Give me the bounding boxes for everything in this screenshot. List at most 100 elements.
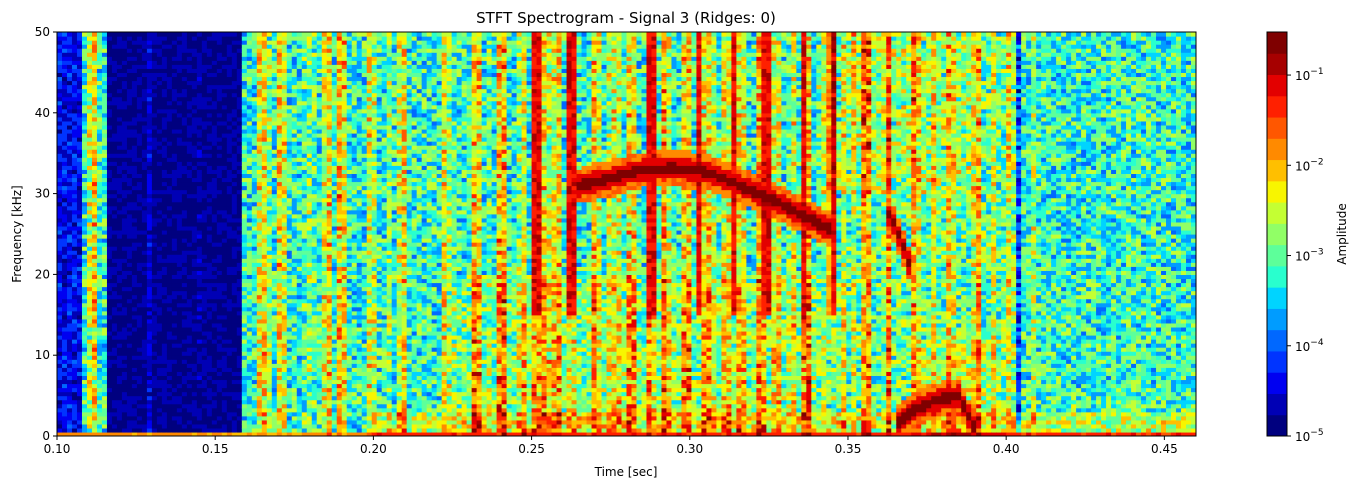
- heatmap-cell: [152, 238, 158, 243]
- heatmap-cell: [207, 416, 213, 421]
- heatmap-cell: [242, 141, 248, 146]
- heatmap-cell: [202, 250, 208, 255]
- heatmap-cell: [127, 355, 133, 360]
- heatmap-cell: [92, 186, 98, 191]
- heatmap-cell: [162, 295, 168, 300]
- heatmap-cell: [202, 125, 208, 130]
- heatmap-cell: [217, 335, 223, 340]
- heatmap-cell: [127, 319, 133, 324]
- heatmap-cell: [72, 214, 78, 219]
- heatmap-cell: [167, 56, 173, 61]
- heatmap-cell: [132, 101, 138, 106]
- heatmap-cell: [247, 117, 253, 122]
- heatmap-cell: [227, 40, 233, 45]
- heatmap-cell: [107, 270, 113, 275]
- heatmap-cell: [202, 210, 208, 215]
- heatmap-cell: [182, 173, 188, 178]
- heatmap-cell: [257, 169, 263, 174]
- heatmap-cell: [297, 137, 303, 142]
- heatmap-cell: [282, 242, 288, 247]
- heatmap-cell: [232, 190, 238, 195]
- heatmap-cell: [232, 113, 238, 118]
- heatmap-cell: [137, 198, 143, 203]
- heatmap-cell: [127, 202, 133, 207]
- heatmap-cell: [112, 153, 118, 158]
- heatmap-cell: [232, 416, 238, 421]
- heatmap-cell: [97, 246, 103, 251]
- heatmap-cell: [267, 48, 273, 53]
- heatmap-cell: [182, 186, 188, 191]
- heatmap-cell: [282, 363, 288, 368]
- heatmap-cell: [302, 198, 308, 203]
- heatmap-cell: [202, 40, 208, 45]
- heatmap-cell: [232, 254, 238, 259]
- heatmap-cell: [232, 214, 238, 219]
- heatmap-cell: [197, 186, 203, 191]
- heatmap-cell: [272, 149, 278, 154]
- heatmap-cell: [282, 97, 288, 102]
- heatmap-cell: [177, 291, 183, 296]
- heatmap-cell: [247, 396, 253, 401]
- heatmap-cell: [67, 307, 73, 312]
- heatmap-cell: [207, 388, 213, 393]
- heatmap-cell: [212, 157, 218, 162]
- heatmap-cell: [152, 392, 158, 397]
- heatmap-cell: [202, 141, 208, 146]
- heatmap-cell: [62, 210, 68, 215]
- heatmap-cell: [62, 157, 68, 162]
- heatmap-cell: [112, 400, 118, 405]
- heatmap-cell: [272, 89, 278, 94]
- heatmap-cell: [92, 210, 98, 215]
- heatmap-cell: [182, 153, 188, 158]
- heatmap-cell: [267, 270, 273, 275]
- heatmap-cell: [157, 363, 163, 368]
- heatmap-cell: [277, 359, 283, 364]
- heatmap-cell: [182, 347, 188, 352]
- heatmap-cell: [117, 331, 123, 336]
- heatmap-cell: [172, 117, 178, 122]
- heatmap-cell: [302, 85, 308, 90]
- heatmap-cell: [127, 44, 133, 49]
- heatmap-cell: [227, 222, 233, 227]
- heatmap-cell: [182, 371, 188, 376]
- heatmap-cell: [127, 428, 133, 433]
- heatmap-cell: [127, 347, 133, 352]
- heatmap-cell: [182, 291, 188, 296]
- heatmap-cell: [267, 327, 273, 332]
- heatmap-cell: [182, 222, 188, 227]
- heatmap-cell: [62, 262, 68, 267]
- heatmap-cell: [177, 311, 183, 316]
- heatmap-cell: [287, 97, 293, 102]
- heatmap-cell: [122, 299, 128, 304]
- heatmap-cell: [297, 113, 303, 118]
- heatmap-cell: [282, 375, 288, 380]
- heatmap-cell: [197, 125, 203, 130]
- heatmap-cell: [237, 76, 243, 81]
- heatmap-cell: [272, 355, 278, 360]
- heatmap-cell: [187, 323, 193, 328]
- heatmap-cell: [162, 238, 168, 243]
- heatmap-cell: [152, 85, 158, 90]
- heatmap-cell: [207, 278, 213, 283]
- heatmap-cell: [87, 76, 93, 81]
- heatmap-cell: [197, 80, 203, 85]
- heatmap-cell: [232, 355, 238, 360]
- heatmap-cell: [222, 222, 228, 227]
- heatmap-cell: [192, 303, 198, 308]
- heatmap-cell: [257, 186, 263, 191]
- heatmap-cell: [262, 109, 268, 114]
- heatmap-cell: [187, 299, 193, 304]
- heatmap-cell: [207, 287, 213, 292]
- heatmap-cell: [112, 101, 118, 106]
- heatmap-cell: [162, 303, 168, 308]
- heatmap-cell: [137, 379, 143, 384]
- heatmap-cell: [212, 396, 218, 401]
- heatmap-cell: [142, 44, 148, 49]
- heatmap-cell: [232, 93, 238, 98]
- heatmap-cell: [117, 327, 123, 332]
- heatmap-cell: [272, 234, 278, 239]
- heatmap-cell: [272, 105, 278, 110]
- heatmap-cell: [187, 375, 193, 380]
- heatmap-cell: [277, 113, 283, 118]
- heatmap-cell: [177, 234, 183, 239]
